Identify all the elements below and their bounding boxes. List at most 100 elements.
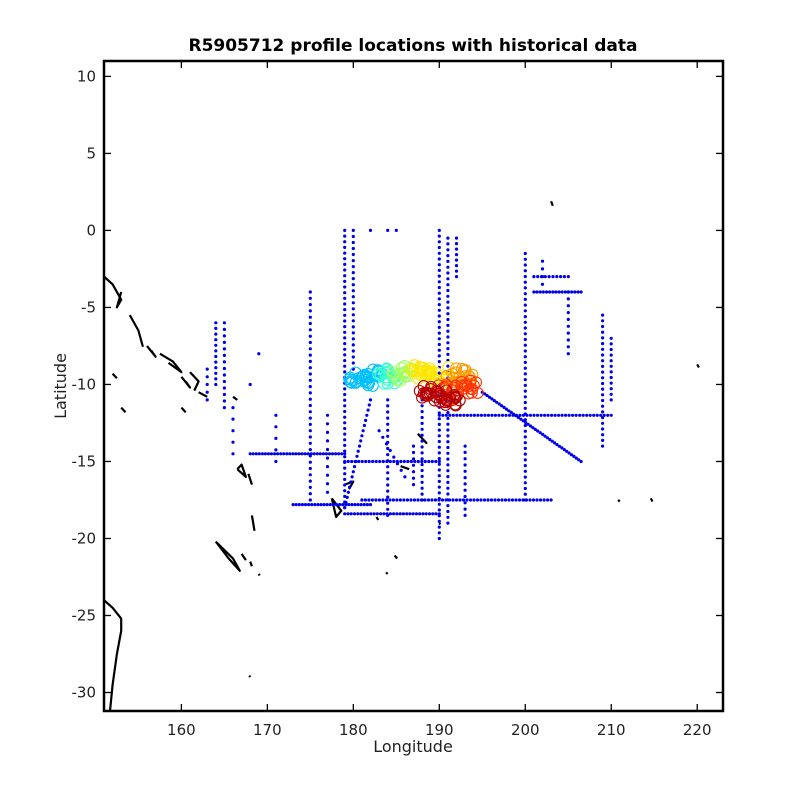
historical-point xyxy=(566,338,570,342)
historical-point xyxy=(231,406,235,410)
historical-point xyxy=(525,413,529,417)
historical-point xyxy=(463,482,467,486)
historical-point xyxy=(437,337,441,341)
historical-point xyxy=(308,315,312,319)
historical-point xyxy=(325,413,330,417)
historical-point xyxy=(343,452,347,456)
historical-point xyxy=(503,498,508,502)
historical-point xyxy=(544,290,549,294)
historical-point xyxy=(555,275,559,279)
historical-point xyxy=(601,416,605,420)
historical-point xyxy=(412,498,417,502)
historical-point xyxy=(454,275,459,279)
historical-point xyxy=(437,474,441,478)
historical-point xyxy=(523,383,527,387)
historical-point xyxy=(343,291,347,295)
historical-point xyxy=(437,251,441,255)
historical-point xyxy=(446,306,450,310)
historical-point xyxy=(386,416,390,420)
historical-point xyxy=(601,387,605,391)
historical-point xyxy=(569,453,574,457)
historical-point xyxy=(300,503,304,507)
historical-point xyxy=(364,418,368,422)
historical-point xyxy=(325,490,330,494)
historical-point xyxy=(343,342,347,346)
historical-point xyxy=(288,452,292,456)
historical-point xyxy=(523,435,527,439)
historical-point xyxy=(386,501,390,505)
historical-point xyxy=(343,443,347,447)
historical-point xyxy=(343,234,347,238)
historical-point xyxy=(437,434,441,438)
historical-point xyxy=(346,490,350,494)
historical-point xyxy=(446,469,450,473)
historical-point xyxy=(601,410,605,414)
historical-point xyxy=(274,436,278,440)
historical-point xyxy=(446,521,450,525)
historical-point xyxy=(523,400,527,405)
historical-point xyxy=(440,498,445,502)
historical-point xyxy=(601,421,605,425)
historical-point xyxy=(446,277,450,281)
coastline xyxy=(180,406,187,413)
historical-point xyxy=(214,382,218,387)
historical-point xyxy=(468,498,473,502)
historical-point xyxy=(555,443,559,447)
historical-point xyxy=(222,392,226,397)
historical-point xyxy=(327,452,332,456)
historical-point xyxy=(454,258,459,262)
historical-point xyxy=(437,451,441,455)
historical-point xyxy=(572,454,576,458)
historical-point xyxy=(601,342,605,346)
historical-point xyxy=(308,441,312,445)
historical-point xyxy=(566,297,570,301)
historical-point xyxy=(351,283,355,287)
historical-point xyxy=(310,503,314,507)
historical-point xyxy=(601,353,605,357)
historical-point xyxy=(523,292,527,296)
historical-point xyxy=(540,282,545,286)
historical-point xyxy=(601,364,605,368)
historical-point xyxy=(437,491,441,495)
historical-point xyxy=(343,285,347,289)
historical-point xyxy=(392,512,396,516)
coastline-layer xyxy=(104,200,700,711)
historical-point xyxy=(497,402,501,406)
historical-point xyxy=(360,498,364,502)
historical-point xyxy=(523,395,527,399)
historical-point xyxy=(458,498,462,502)
historical-point xyxy=(510,498,515,502)
historical-point xyxy=(483,413,487,417)
historical-point xyxy=(437,498,441,502)
historical-point xyxy=(343,364,347,368)
historical-point xyxy=(542,498,546,502)
historical-point xyxy=(523,378,527,382)
profile-location xyxy=(408,359,421,372)
historical-point xyxy=(351,289,355,293)
historical-point xyxy=(343,296,347,300)
historical-point xyxy=(343,353,347,357)
historical-point xyxy=(291,503,295,507)
historical-point xyxy=(446,504,450,508)
historical-point xyxy=(386,422,390,426)
historical-point xyxy=(343,245,347,249)
historical-point xyxy=(315,452,319,456)
historical-point xyxy=(386,471,390,475)
historical-point xyxy=(463,494,467,499)
historical-point xyxy=(386,465,390,469)
historical-point xyxy=(437,512,441,516)
historical-point xyxy=(402,498,406,502)
historical-point xyxy=(308,385,312,389)
historical-point xyxy=(437,274,441,278)
historical-point xyxy=(446,463,450,467)
historical-point xyxy=(523,475,527,479)
coastline xyxy=(189,371,200,392)
historical-point xyxy=(437,468,441,472)
historical-point xyxy=(303,503,308,507)
historical-point xyxy=(446,480,450,484)
historical-point xyxy=(222,340,226,344)
historical-point xyxy=(463,507,467,511)
historical-point xyxy=(609,347,613,352)
historical-point xyxy=(353,503,357,507)
historical-point xyxy=(411,463,416,467)
